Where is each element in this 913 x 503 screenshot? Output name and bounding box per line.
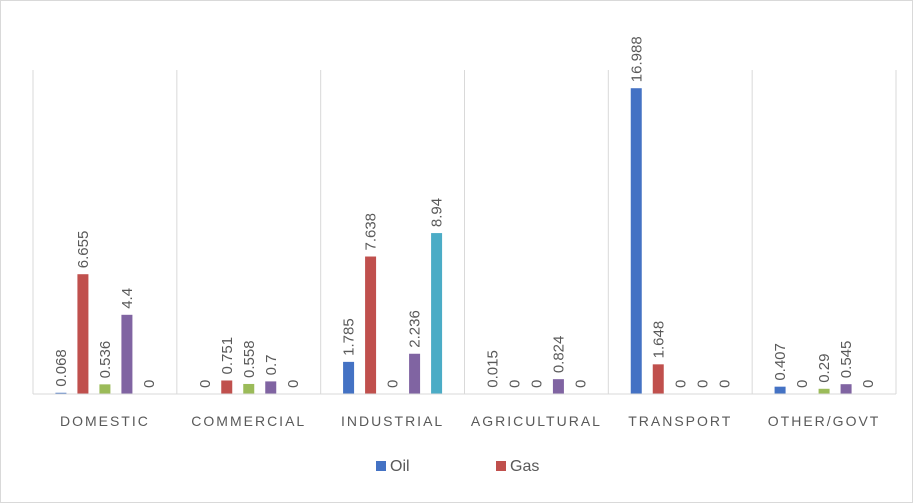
bar [221,380,233,394]
data-label: 1.785 [341,318,358,356]
bar [840,384,852,394]
data-label: 0 [528,380,545,388]
data-label: 16.988 [628,36,645,82]
bar [243,383,255,394]
legend-label: Gas [510,458,539,475]
data-label: 0 [285,380,302,388]
data-label: 8.94 [429,198,446,227]
data-label: 0.545 [838,341,855,379]
data-label: 4.4 [119,288,136,309]
bar [652,364,664,394]
data-label: 0 [506,380,523,388]
data-label: 0 [860,380,877,388]
bar [818,388,830,394]
data-label: 0 [572,380,589,388]
data-label: 0.751 [219,337,236,375]
data-label: 0 [141,380,158,388]
data-label: 0.29 [816,354,833,383]
category-label: DOMESTIC [60,413,150,429]
bar [265,381,277,394]
data-label: 0 [672,380,689,388]
category-label: AGRICULTURAL [471,413,602,429]
bar [55,392,67,394]
bar [431,233,443,394]
data-label: 0.407 [772,343,789,381]
bar [774,386,786,394]
data-label: 1.648 [650,321,667,359]
data-label: 0.824 [550,336,567,374]
bar [121,314,133,394]
data-label: 6.655 [75,231,92,269]
legend-swatch [496,461,506,471]
bar [343,361,355,394]
bar [409,353,421,394]
data-label: 0.7 [263,355,280,376]
category-label: INDUSTRIAL [341,413,444,429]
category-label: COMMERCIAL [191,413,306,429]
category-label: TRANSPORT [628,413,732,429]
bar [365,256,377,394]
data-label: 0 [716,380,733,388]
data-label: 0 [385,380,402,388]
data-label: 0.558 [241,340,258,378]
data-label: 0.068 [53,349,70,387]
data-label: 0 [197,380,214,388]
bar [552,379,564,394]
data-label: 2.236 [407,310,424,348]
category-label: OTHER/GOVT [768,413,881,429]
legend-label: Oil [390,458,410,475]
bar [77,274,89,394]
data-label: 0 [794,380,811,388]
data-label: 0.536 [97,341,114,379]
data-label: 7.638 [363,213,380,251]
data-label: 0.015 [484,350,501,388]
bar [99,384,111,394]
legend-swatch [376,461,386,471]
data-label: 0 [694,380,711,388]
bar [630,88,642,394]
